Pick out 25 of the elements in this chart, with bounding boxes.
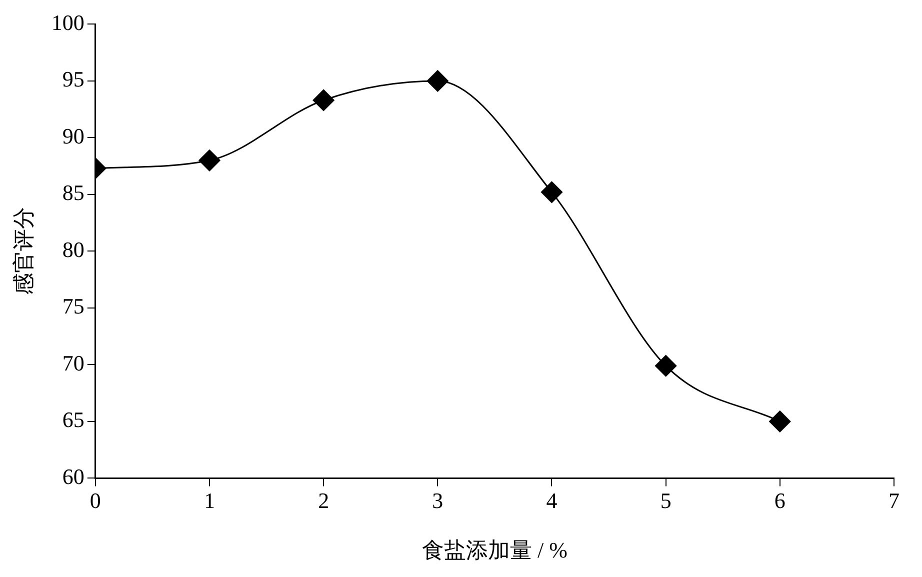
x-tick-label: 2: [318, 488, 330, 514]
x-tick-label: 0: [90, 488, 101, 514]
point: [426, 70, 448, 92]
y-tick-label: 80: [62, 236, 84, 262]
y-tick-label: 60: [62, 464, 84, 489]
y-tick-label: 65: [62, 407, 84, 432]
y-tick-label: 70: [62, 350, 84, 376]
y-tick-label: 100: [51, 10, 84, 35]
point: [655, 355, 677, 377]
x-tick-label: 1: [204, 488, 215, 514]
x-axis-title: 食盐添加量 / %: [422, 538, 568, 563]
x-tick-label: 6: [774, 488, 786, 514]
y-tick-label: 90: [62, 123, 84, 148]
point: [198, 150, 220, 172]
x-tick-label: 5: [660, 488, 672, 514]
y-tick-label: 95: [62, 66, 84, 92]
point: [769, 410, 791, 432]
x-tick-label: 7: [888, 488, 900, 514]
y-axis-title: 感官评分: [10, 207, 36, 296]
y-tick-label: 85: [62, 180, 84, 206]
x-tick-label: 3: [432, 488, 444, 514]
x-tick-label: 4: [546, 488, 558, 514]
point: [540, 181, 562, 203]
point: [312, 89, 334, 111]
y-tick-label: 75: [62, 294, 84, 319]
